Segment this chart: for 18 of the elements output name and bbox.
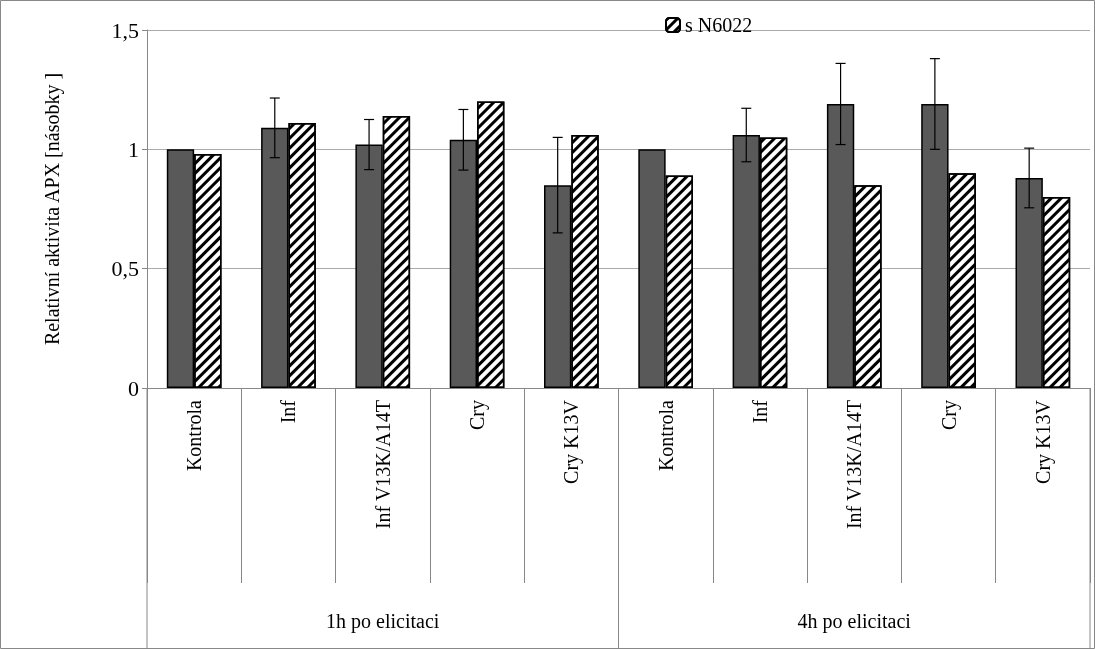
x-tick-label: Kontrola (183, 399, 206, 472)
x-tick-label: Cry (937, 400, 961, 430)
x-tick-label: Inf V13K/A14T (843, 400, 866, 530)
text: 1h po elicitaci (326, 610, 440, 633)
x-tick-label: Cry (466, 400, 490, 430)
y-tick-label: 0,5 (111, 256, 139, 282)
y-axis-title: Relativní aktivita APX [násobky ] (41, 72, 64, 346)
x-tick-label: Cry K13V (1031, 399, 1055, 484)
y-tick-label: 1,5 (111, 17, 139, 43)
x-tick-label: Cry K13V (560, 399, 584, 484)
x-tick-label: Kontrola (654, 399, 677, 472)
legend-label: s N6022 (685, 14, 753, 36)
x-tick-label: Inf (748, 399, 771, 424)
text: 4h po elicitaci (797, 610, 912, 633)
y-tick-label: 1 (128, 136, 139, 162)
x-tick-label: Inf (277, 399, 300, 424)
y-tick-label: 0 (128, 375, 139, 401)
x-tick-label: Inf V13K/A14T (371, 400, 394, 530)
